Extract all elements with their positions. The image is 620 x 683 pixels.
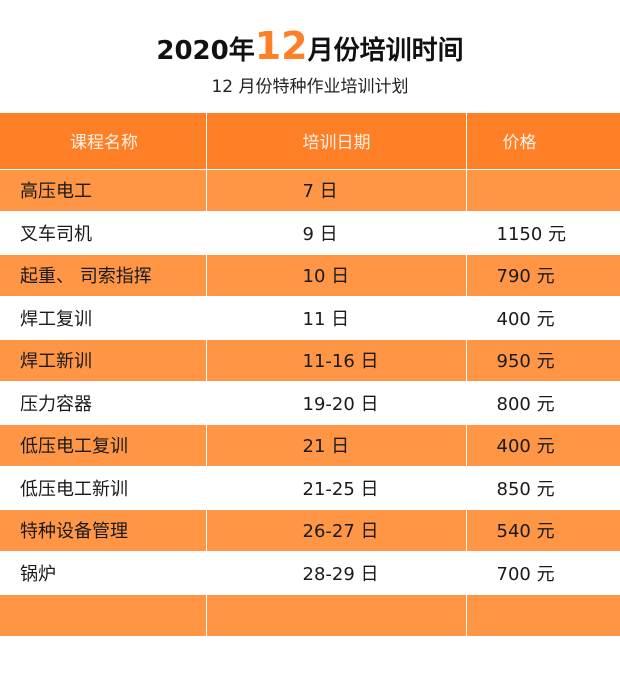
table-row: 低压电工复训 21 日 400 元 <box>0 424 620 467</box>
course-name-cell: 起重、 司索指挥 <box>0 254 207 297</box>
date-cell: 11 日 <box>206 296 467 340</box>
table-header-row: 课程名称 培训日期 价格 <box>0 113 620 170</box>
table-row: 压力容器 19-20 日 800 元 <box>0 381 620 425</box>
column-header-course: 课程名称 <box>0 113 207 170</box>
course-name-cell <box>0 594 207 637</box>
title-month-accent: 12 <box>254 24 308 68</box>
table-row: 焊工复训 11 日 400 元 <box>0 296 620 340</box>
table-row: 叉车司机 9 日 1150 元 <box>0 211 620 255</box>
price-cell: 700 元 <box>466 551 620 595</box>
date-cell: 19-20 日 <box>206 381 467 425</box>
page-title: 2020年12月份培训时间 <box>0 22 620 75</box>
date-cell: 11-16 日 <box>206 339 467 382</box>
date-cell: 21-25 日 <box>206 466 467 510</box>
course-name-cell: 低压电工新训 <box>0 466 207 510</box>
page-subtitle: 12 月份特种作业培训计划 <box>211 77 409 97</box>
column-header-date: 培训日期 <box>206 113 467 170</box>
date-cell: 28-29 日 <box>206 551 467 595</box>
price-cell: 400 元 <box>466 296 620 340</box>
course-name-cell: 焊工复训 <box>0 296 207 340</box>
price-cell: 950 元 <box>466 339 620 382</box>
column-header-price: 价格 <box>466 113 620 170</box>
date-cell: 7 日 <box>206 169 467 212</box>
course-name-cell: 高压电工 <box>0 169 207 212</box>
price-cell <box>466 169 620 212</box>
table-row: 起重、 司索指挥 10 日 790 元 <box>0 254 620 297</box>
course-name-cell: 焊工新训 <box>0 339 207 382</box>
date-cell: 9 日 <box>206 211 467 255</box>
date-cell <box>206 594 467 637</box>
price-cell <box>466 594 620 637</box>
course-name-cell: 压力容器 <box>0 381 207 425</box>
price-cell: 1150 元 <box>466 211 620 255</box>
price-cell: 540 元 <box>466 509 620 552</box>
table-row: 低压电工新训 21-25 日 850 元 <box>0 466 620 510</box>
training-schedule-table: 课程名称 培训日期 价格 高压电工 7 日 叉车司机 9 日 1150 元 起重… <box>0 113 620 637</box>
date-cell: 26-27 日 <box>206 509 467 552</box>
price-cell: 850 元 <box>466 466 620 510</box>
title-year: 2020年 <box>156 36 255 66</box>
price-cell: 800 元 <box>466 381 620 425</box>
table-row: 锅炉 28-29 日 700 元 <box>0 551 620 595</box>
title-suffix: 月份培训时间 <box>307 36 464 66</box>
date-cell: 21 日 <box>206 424 467 467</box>
date-cell: 10 日 <box>206 254 467 297</box>
course-name-cell: 特种设备管理 <box>0 509 207 552</box>
table-row: 高压电工 7 日 <box>0 169 620 212</box>
course-name-cell: 锅炉 <box>0 551 207 595</box>
price-cell: 400 元 <box>466 424 620 467</box>
table-row: 焊工新训 11-16 日 950 元 <box>0 339 620 382</box>
course-name-cell: 叉车司机 <box>0 211 207 255</box>
price-cell: 790 元 <box>466 254 620 297</box>
table-row <box>0 594 620 637</box>
table-row: 特种设备管理 26-27 日 540 元 <box>0 509 620 552</box>
course-name-cell: 低压电工复训 <box>0 424 207 467</box>
